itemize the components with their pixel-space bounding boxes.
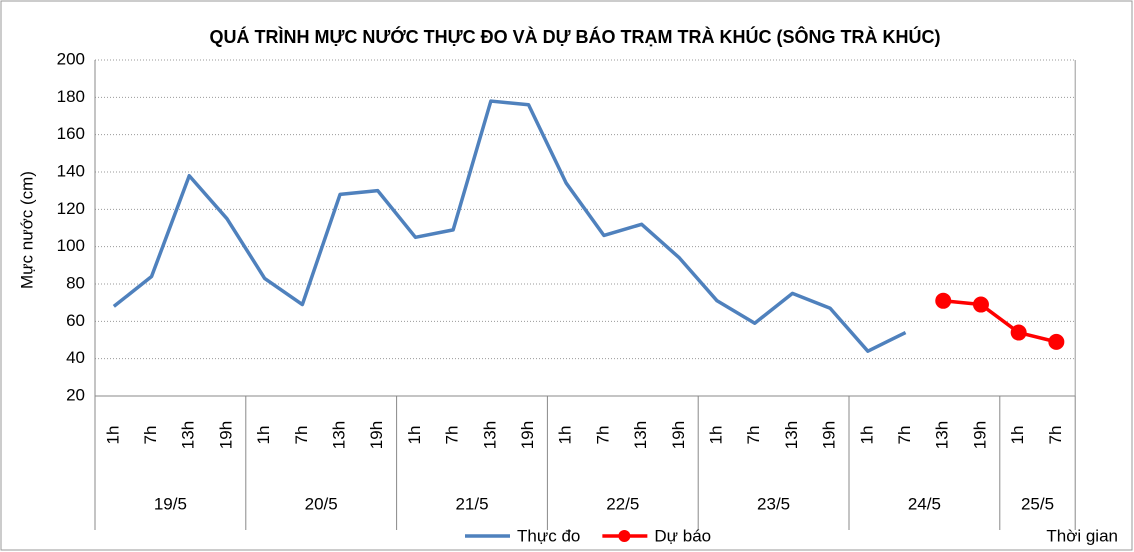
y-tick-label: 40 xyxy=(66,348,85,367)
y-tick-label: 160 xyxy=(57,124,85,143)
x-tick-label: 1h xyxy=(857,426,876,445)
y-tick-label: 80 xyxy=(66,273,85,292)
group-label: 23/5 xyxy=(757,494,790,513)
x-tick-label: 19h xyxy=(669,421,688,449)
x-tick-label: 19h xyxy=(518,421,537,449)
x-tick-label: 13h xyxy=(179,421,198,449)
x-tick-label: 19h xyxy=(367,421,386,449)
y-tick-label: 180 xyxy=(57,87,85,106)
x-tick-label: 1h xyxy=(1008,426,1027,445)
x-tick-label: 7h xyxy=(1046,426,1065,445)
group-label: 21/5 xyxy=(455,494,488,513)
x-tick-label: 1h xyxy=(556,426,575,445)
y-tick-label: 120 xyxy=(57,199,85,218)
legend-label: Dự báo xyxy=(654,526,711,545)
x-tick-label: 7h xyxy=(593,426,612,445)
y-tick-label: 100 xyxy=(57,236,85,255)
data-point xyxy=(1048,333,1065,350)
group-label: 25/5 xyxy=(1021,494,1054,513)
group-label: 19/5 xyxy=(154,494,187,513)
data-point xyxy=(1010,324,1027,341)
x-axis-label: Thời gian xyxy=(1046,526,1118,545)
x-tick-label: 7h xyxy=(895,426,914,445)
y-axis-label: Mực nước (cm) xyxy=(17,171,36,289)
group-label: 20/5 xyxy=(305,494,338,513)
legend-label: Thực đo xyxy=(517,526,580,545)
group-label: 24/5 xyxy=(908,494,941,513)
x-tick-label: 13h xyxy=(330,421,349,449)
x-tick-label: 19h xyxy=(820,421,839,449)
x-tick-label: 7h xyxy=(744,426,763,445)
x-tick-label: 13h xyxy=(480,421,499,449)
x-tick-label: 7h xyxy=(141,426,160,445)
series-line xyxy=(943,299,1057,344)
group-label: 22/5 xyxy=(606,494,639,513)
legend-marker xyxy=(618,530,631,542)
series-line xyxy=(112,99,907,353)
x-tick-label: 19h xyxy=(216,421,235,449)
y-tick-label: 20 xyxy=(66,385,85,404)
x-tick-label: 1h xyxy=(254,426,273,445)
data-point xyxy=(935,292,952,309)
data-point xyxy=(972,296,989,313)
x-tick-label: 13h xyxy=(782,421,801,449)
x-tick-label: 7h xyxy=(292,426,311,445)
x-tick-label: 19h xyxy=(970,421,989,449)
chart-title: QUÁ TRÌNH MỰC NƯỚC THỰC ĐO VÀ DỰ BÁO TRẠ… xyxy=(209,26,940,47)
x-tick-label: 13h xyxy=(631,421,650,449)
x-tick-label: 13h xyxy=(933,421,952,449)
y-tick-label: 60 xyxy=(66,311,85,330)
y-tick-label: 140 xyxy=(57,161,85,180)
x-tick-label: 7h xyxy=(443,426,462,445)
x-tick-label: 1h xyxy=(103,426,122,445)
y-tick-label: 200 xyxy=(57,49,85,68)
x-tick-label: 1h xyxy=(707,426,726,445)
x-tick-label: 1h xyxy=(405,426,424,445)
